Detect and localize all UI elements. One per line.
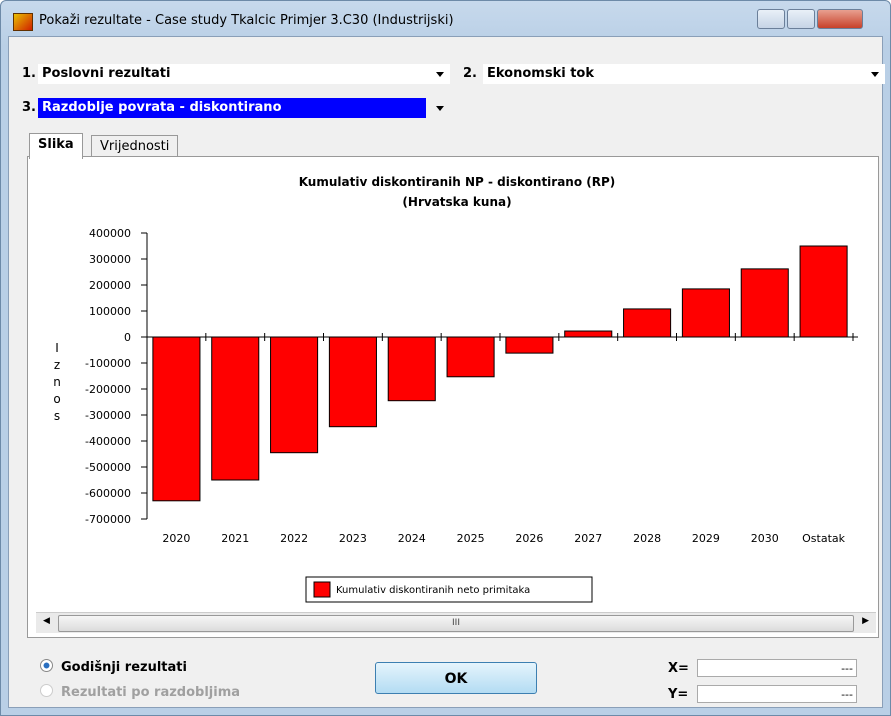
scroll-thumb[interactable]: III bbox=[58, 615, 854, 632]
scrollbar[interactable]: ◀ III ▶ bbox=[36, 612, 876, 633]
selector-number: 2. bbox=[463, 66, 477, 81]
bar bbox=[799, 245, 848, 338]
bar bbox=[211, 336, 260, 481]
app-icon bbox=[13, 13, 33, 31]
y-tick-label: 200000 bbox=[89, 279, 131, 292]
ok-button[interactable]: OK bbox=[375, 662, 537, 694]
y-tick-label: -300000 bbox=[85, 409, 131, 422]
selector[interactable]: 3. Razdoblje povrata - diskontirano bbox=[22, 98, 450, 118]
legend-label: Kumulativ diskontiranih neto primitaka bbox=[336, 585, 530, 596]
bar bbox=[446, 336, 495, 378]
x-tick-label: 2021 bbox=[221, 532, 249, 545]
window-title: Pokaži rezultate - Case study Tkalcic Pr… bbox=[39, 13, 454, 28]
chart-subtitle: (Hrvatska kuna) bbox=[402, 195, 511, 209]
bar bbox=[387, 336, 436, 402]
radio-label: Godišnji rezultati bbox=[61, 660, 187, 675]
radio-label: Rezultati po razdobljima bbox=[61, 685, 241, 700]
coordinate-label: X= bbox=[668, 661, 689, 676]
selector-value: Razdoblje povrata - diskontirano bbox=[38, 98, 426, 118]
y-tick-label: -700000 bbox=[85, 513, 131, 526]
y-tick-label: 300000 bbox=[89, 253, 131, 266]
chart: Kumulativ diskontiranih NP - diskontiran… bbox=[50, 175, 858, 603]
legend-box bbox=[305, 576, 593, 603]
x-tick-label: Ostatak bbox=[802, 532, 845, 545]
bar bbox=[328, 336, 377, 428]
y-axis-label: Iznos bbox=[50, 341, 64, 426]
x-tick-label: 2022 bbox=[280, 532, 308, 545]
x-tick-label: 2030 bbox=[751, 532, 779, 545]
coordinate-label: Y= bbox=[668, 687, 689, 702]
bar bbox=[152, 336, 201, 502]
y-tick-label: -200000 bbox=[85, 383, 131, 396]
coordinate-value: --- bbox=[697, 659, 857, 677]
bar bbox=[564, 330, 613, 338]
x-tick-label: 2023 bbox=[339, 532, 367, 545]
y-tick-label: -400000 bbox=[85, 435, 131, 448]
coordinate: X= --- bbox=[668, 659, 857, 677]
x-tick-label: 2020 bbox=[162, 532, 190, 545]
y-tick-label: 100000 bbox=[89, 305, 131, 318]
x-tick-label: 2026 bbox=[515, 532, 543, 545]
bar bbox=[740, 268, 789, 338]
x-tick-label: 2028 bbox=[633, 532, 661, 545]
bar bbox=[681, 288, 730, 338]
legend-swatch bbox=[313, 581, 331, 598]
selector-value: Ekonomski tok bbox=[483, 64, 885, 84]
close-button[interactable] bbox=[817, 9, 863, 29]
selector-value: Poslovni rezultati bbox=[38, 64, 450, 84]
radio-option[interactable]: Godišnji rezultati bbox=[40, 659, 187, 675]
coordinate: Y= --- bbox=[668, 685, 857, 703]
minimize-button[interactable] bbox=[757, 9, 785, 29]
y-tick-label: -500000 bbox=[85, 461, 131, 474]
x-tick-label: 2027 bbox=[574, 532, 602, 545]
x-tick-label: 2025 bbox=[457, 532, 485, 545]
y-tick-label: -600000 bbox=[85, 487, 131, 500]
x-tick-label: 2029 bbox=[692, 532, 720, 545]
y-tick-label: 400000 bbox=[89, 227, 131, 240]
tab[interactable]: Slika bbox=[29, 133, 83, 159]
maximize-button[interactable] bbox=[787, 9, 815, 29]
coordinate-value: --- bbox=[697, 685, 857, 703]
radio-option[interactable]: Rezultati po razdobljima bbox=[40, 684, 240, 700]
chart-title: Kumulativ diskontiranih NP - diskontiran… bbox=[299, 175, 616, 189]
bar bbox=[270, 336, 319, 454]
selector-number: 3. bbox=[22, 100, 36, 115]
x-tick-label: 2024 bbox=[398, 532, 426, 545]
bar bbox=[505, 336, 554, 354]
tab[interactable]: Vrijednosti bbox=[91, 135, 179, 160]
y-tick-label: -100000 bbox=[85, 357, 131, 370]
bar bbox=[623, 308, 672, 338]
selector[interactable]: 2. Ekonomski tok bbox=[463, 64, 885, 84]
y-tick-label: 0 bbox=[124, 331, 131, 344]
selector[interactable]: 1. Poslovni rezultati bbox=[22, 64, 450, 84]
selector-number: 1. bbox=[22, 66, 36, 81]
